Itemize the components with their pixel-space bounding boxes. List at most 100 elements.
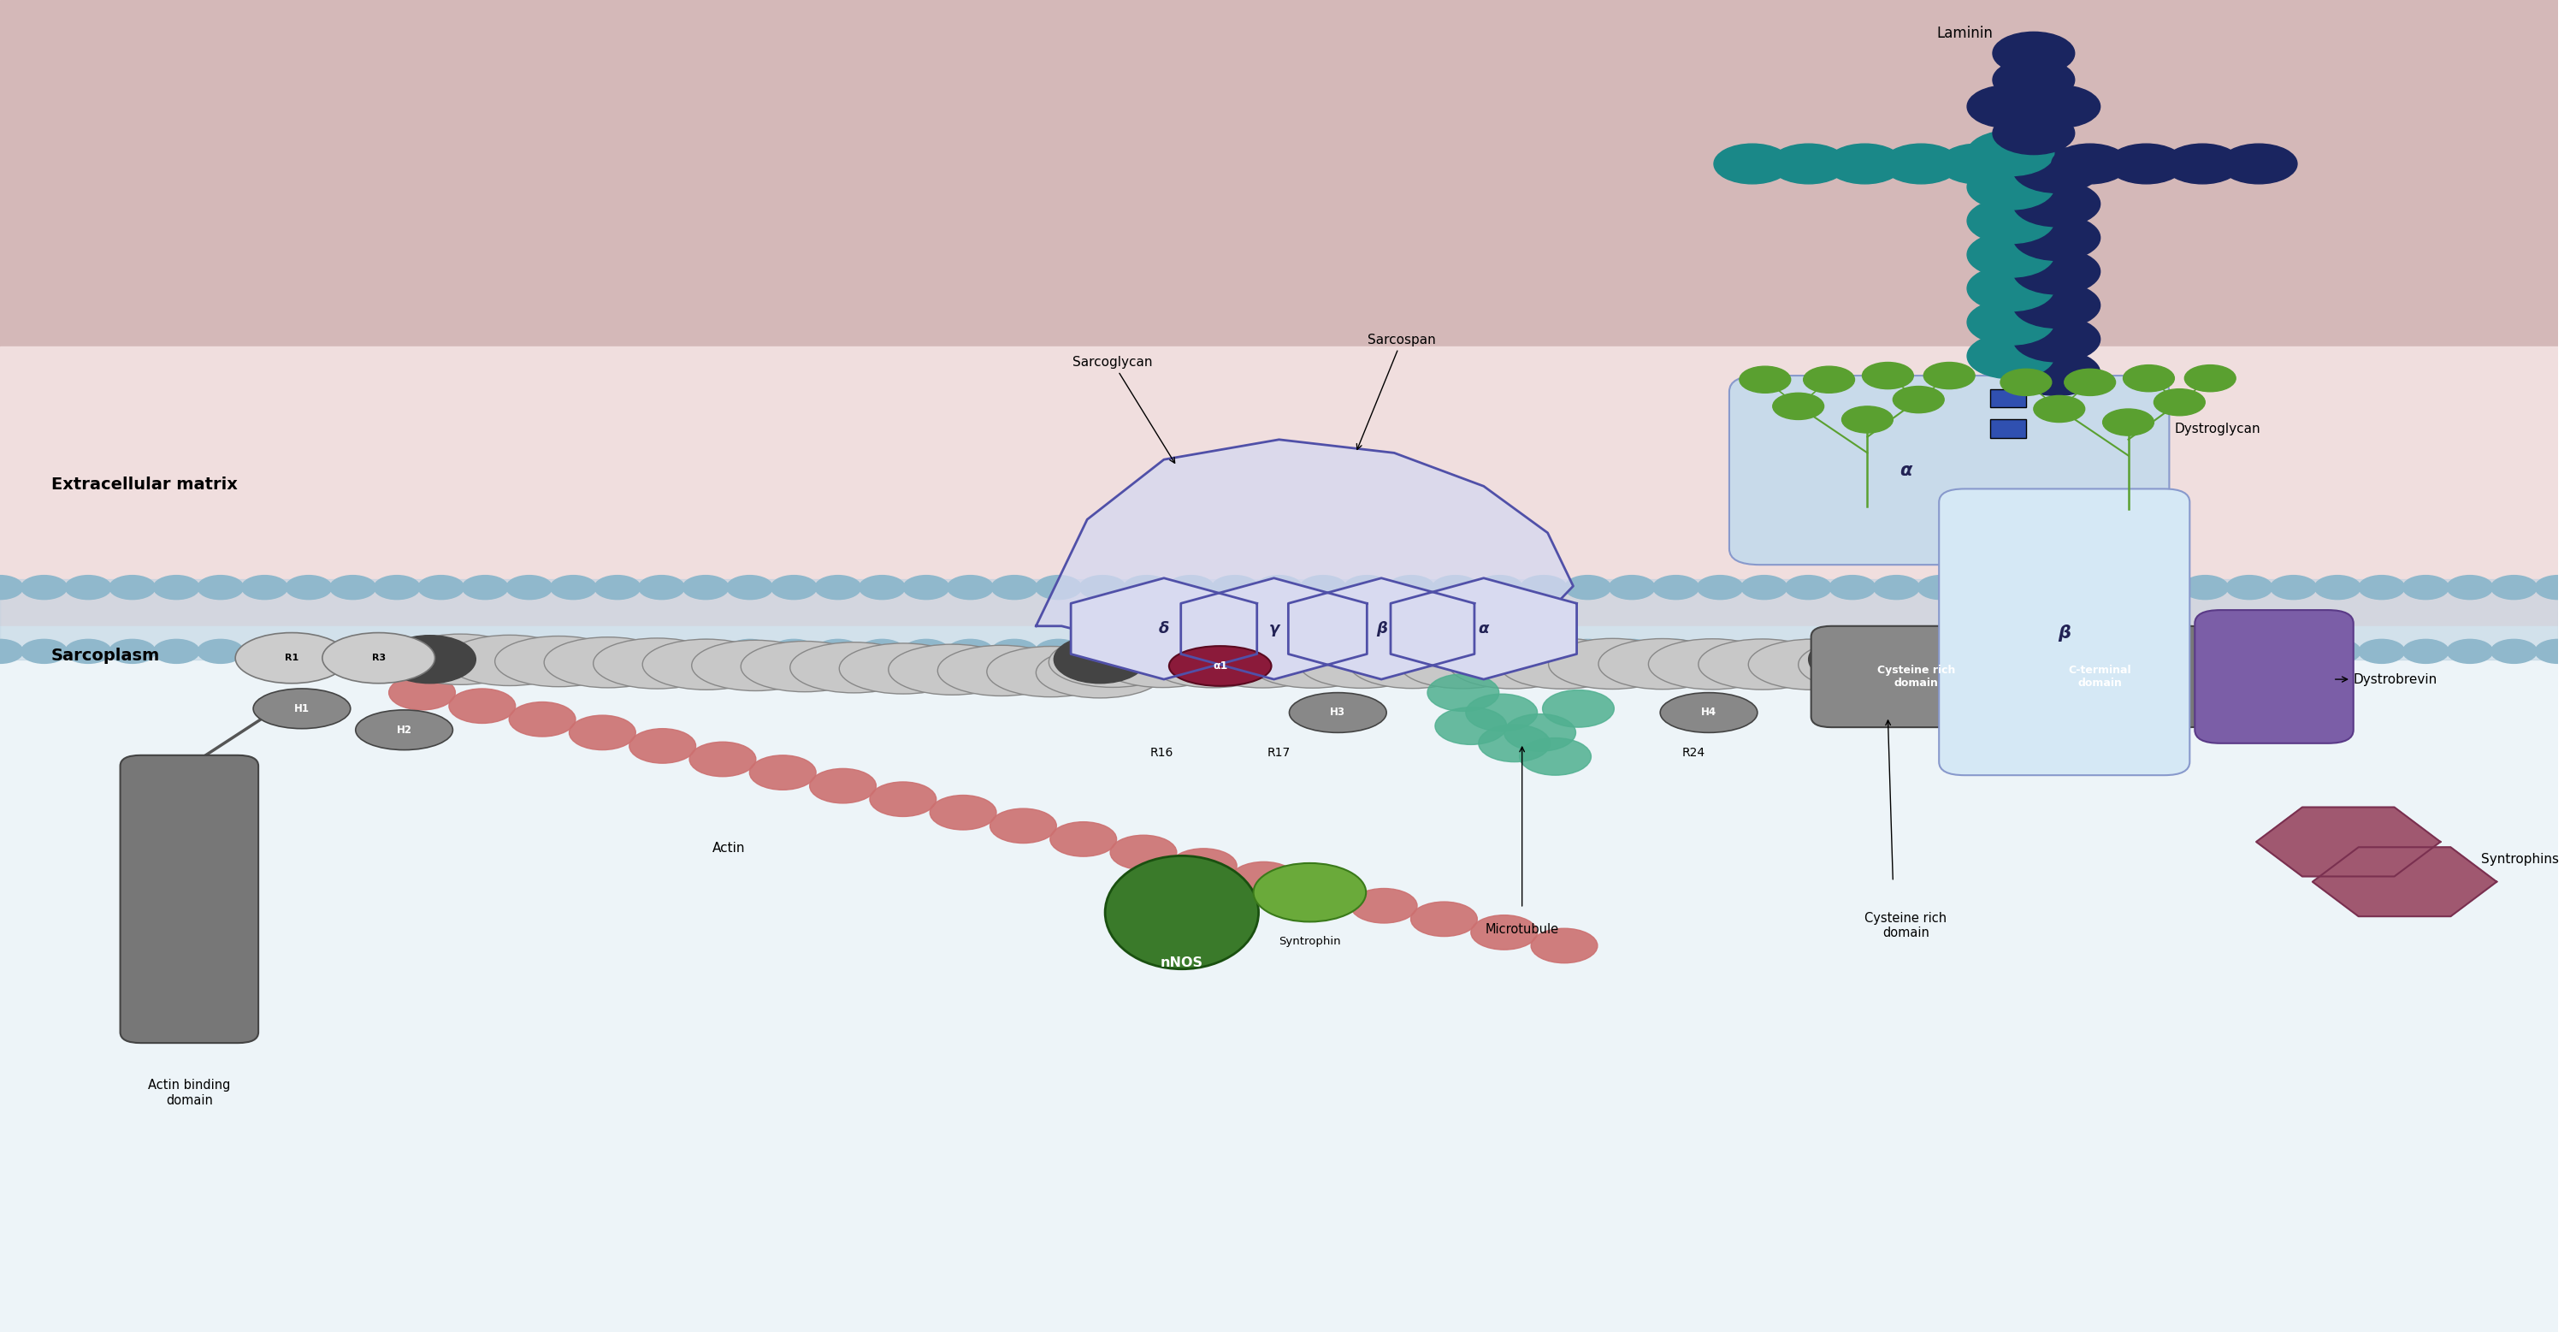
- Circle shape: [2447, 575, 2494, 599]
- Text: R24: R24: [1682, 747, 1705, 758]
- Ellipse shape: [1749, 639, 1875, 690]
- Circle shape: [2014, 282, 2099, 328]
- Circle shape: [21, 639, 67, 663]
- Ellipse shape: [1036, 647, 1164, 698]
- FancyBboxPatch shape: [1991, 626, 2210, 727]
- Circle shape: [1893, 386, 1945, 413]
- Circle shape: [1036, 639, 1082, 663]
- Circle shape: [2403, 639, 2450, 663]
- Circle shape: [1476, 639, 1522, 663]
- Text: H2: H2: [397, 725, 412, 735]
- Circle shape: [1530, 928, 1597, 963]
- Circle shape: [1257, 639, 1301, 663]
- Text: α1: α1: [1213, 661, 1229, 671]
- Circle shape: [1051, 822, 1115, 856]
- FancyBboxPatch shape: [121, 755, 258, 1043]
- Text: Dystrobrevin: Dystrobrevin: [2336, 673, 2437, 686]
- Circle shape: [595, 639, 641, 663]
- Circle shape: [1610, 575, 1654, 599]
- Circle shape: [1968, 333, 2053, 378]
- FancyBboxPatch shape: [1991, 389, 2025, 408]
- Polygon shape: [1180, 578, 1368, 679]
- Text: β: β: [1376, 621, 1386, 637]
- Circle shape: [1963, 639, 2007, 663]
- Circle shape: [1924, 362, 1976, 389]
- Circle shape: [2226, 575, 2272, 599]
- Circle shape: [1873, 575, 1919, 599]
- Circle shape: [1564, 575, 1610, 599]
- Circle shape: [2014, 350, 2099, 396]
- Ellipse shape: [1649, 639, 1777, 690]
- Text: δ: δ: [1159, 621, 1170, 637]
- Ellipse shape: [1548, 638, 1677, 689]
- Ellipse shape: [1659, 693, 1757, 733]
- Circle shape: [726, 575, 773, 599]
- Circle shape: [2014, 249, 2099, 294]
- Circle shape: [1654, 639, 1700, 663]
- Ellipse shape: [1100, 637, 1226, 687]
- Circle shape: [286, 575, 332, 599]
- Circle shape: [1741, 575, 1788, 599]
- Circle shape: [814, 575, 860, 599]
- Circle shape: [108, 639, 155, 663]
- Polygon shape: [1072, 578, 1257, 679]
- Ellipse shape: [592, 638, 721, 689]
- Circle shape: [814, 639, 860, 663]
- Circle shape: [1211, 575, 1257, 599]
- Text: R16: R16: [1149, 747, 1172, 758]
- Text: β: β: [2058, 625, 2071, 641]
- Circle shape: [1940, 144, 2017, 184]
- Circle shape: [417, 575, 464, 599]
- Text: H4: H4: [1700, 707, 1716, 718]
- Circle shape: [155, 575, 198, 599]
- Circle shape: [904, 575, 948, 599]
- Text: R1: R1: [286, 654, 299, 662]
- Bar: [0, 346, 2558, 626]
- Circle shape: [595, 575, 641, 599]
- Circle shape: [1842, 406, 1893, 433]
- Ellipse shape: [1048, 637, 1177, 687]
- Circle shape: [1873, 639, 1919, 663]
- Circle shape: [1829, 639, 1875, 663]
- Circle shape: [2014, 148, 2099, 193]
- Circle shape: [1345, 639, 1391, 663]
- Polygon shape: [2257, 807, 2439, 876]
- Circle shape: [1231, 862, 1296, 896]
- Circle shape: [2063, 369, 2115, 396]
- Circle shape: [551, 639, 598, 663]
- Circle shape: [639, 575, 685, 599]
- Circle shape: [2269, 575, 2316, 599]
- Text: Cysteine rich
domain: Cysteine rich domain: [1878, 665, 1955, 689]
- Circle shape: [1504, 714, 1577, 751]
- Circle shape: [2226, 639, 2272, 663]
- Ellipse shape: [1105, 856, 1260, 970]
- Text: Actin binding
domain: Actin binding domain: [147, 1079, 229, 1107]
- Circle shape: [1917, 575, 1963, 599]
- Circle shape: [2154, 389, 2205, 416]
- Circle shape: [726, 639, 773, 663]
- Circle shape: [1770, 144, 1847, 184]
- Ellipse shape: [987, 646, 1115, 697]
- Circle shape: [1079, 639, 1126, 663]
- Circle shape: [1054, 635, 1146, 683]
- Circle shape: [1479, 725, 1551, 762]
- Circle shape: [1968, 85, 2048, 128]
- Circle shape: [2014, 317, 2099, 362]
- Circle shape: [1968, 266, 2053, 312]
- Circle shape: [1520, 575, 1566, 599]
- Circle shape: [1968, 131, 2053, 176]
- Circle shape: [2050, 575, 2097, 599]
- Bar: [0, 626, 2558, 1332]
- Text: H1: H1: [294, 703, 309, 714]
- Circle shape: [1520, 639, 1566, 663]
- Text: R3: R3: [371, 654, 386, 662]
- Text: Sarcoglycan: Sarcoglycan: [1072, 356, 1175, 464]
- Circle shape: [2050, 144, 2128, 184]
- Polygon shape: [1036, 440, 1574, 650]
- Circle shape: [809, 769, 876, 803]
- Circle shape: [198, 575, 245, 599]
- Text: Cysteine rich
domain: Cysteine rich domain: [1865, 912, 1947, 939]
- Circle shape: [1167, 639, 1213, 663]
- Circle shape: [1917, 639, 1963, 663]
- Circle shape: [2032, 396, 2084, 422]
